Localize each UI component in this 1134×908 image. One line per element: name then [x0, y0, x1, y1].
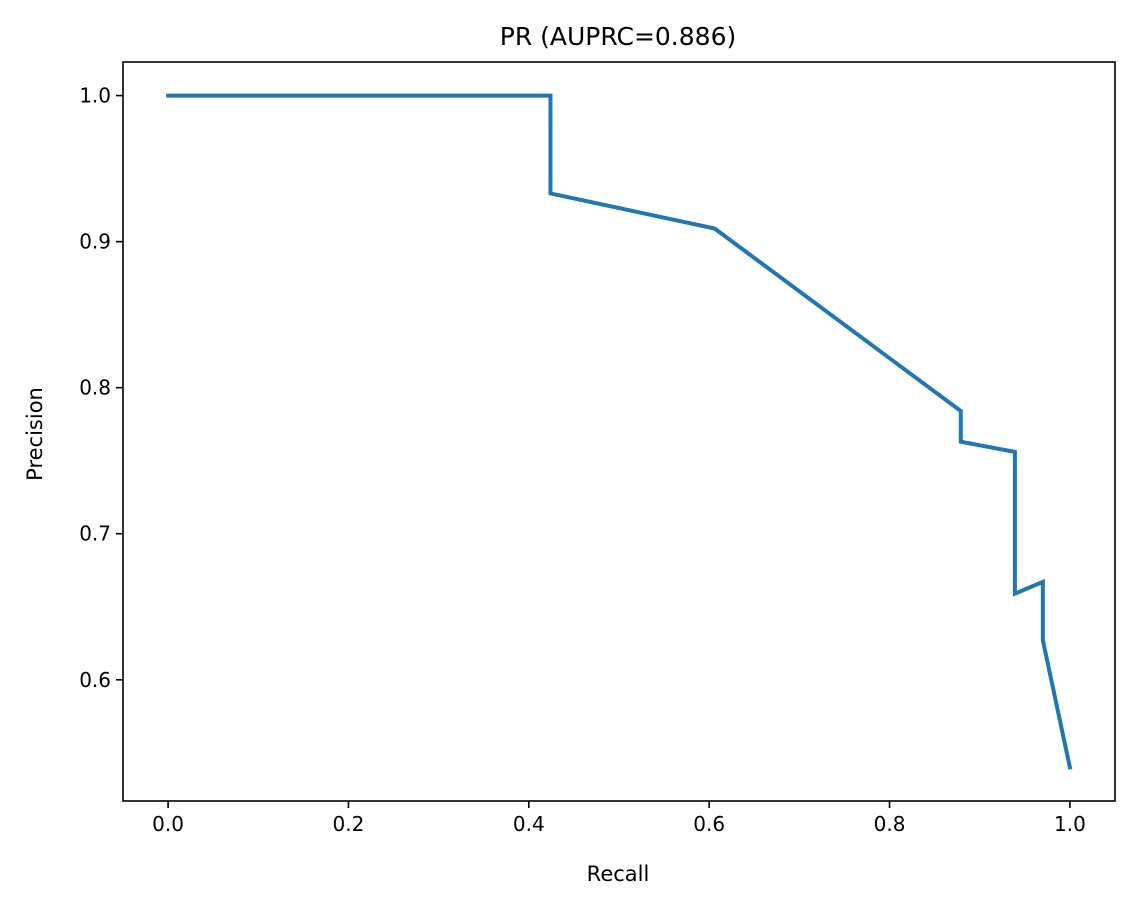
chart-title: PR (AUPRC=0.886): [500, 22, 736, 51]
y-tick-label: 0.9: [79, 230, 111, 254]
x-axis-label: Recall: [587, 862, 650, 886]
y-axis-label: Precision: [23, 387, 47, 481]
y-tick-label: 1.0: [79, 84, 111, 108]
x-tick-label: 0.6: [693, 812, 725, 836]
x-tick-label: 0.8: [874, 812, 906, 836]
x-tick-label: 0.2: [333, 812, 365, 836]
y-tick-label: 0.8: [79, 376, 111, 400]
y-tick-label: 0.6: [79, 668, 111, 692]
x-tick-label: 0.4: [513, 812, 545, 836]
x-tick-label: 0.0: [152, 812, 184, 836]
x-tick-label: 1.0: [1054, 812, 1086, 836]
y-tick-label: 0.7: [79, 522, 111, 546]
